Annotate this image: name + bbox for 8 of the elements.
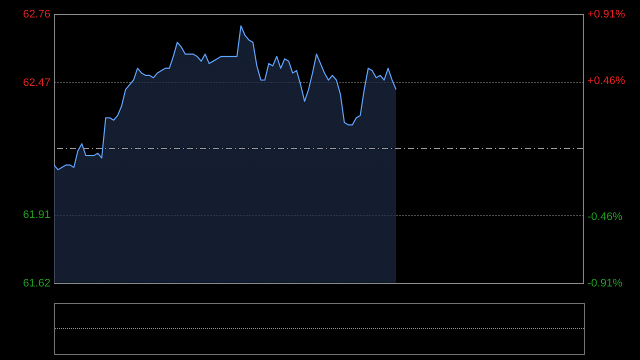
y-tick-label: 62.76 [22, 8, 50, 20]
y-tick-label: 61.62 [22, 278, 50, 290]
y-tick-label: 62.47 [22, 76, 50, 89]
y2-tick-label: +0.91% [588, 8, 626, 20]
y2-tick-label: -0.46% [588, 210, 623, 223]
y2-tick-label: -0.91% [588, 278, 623, 290]
y2-tick-label: +0.46% [588, 75, 626, 88]
y-tick-label: 61.91 [22, 209, 50, 222]
